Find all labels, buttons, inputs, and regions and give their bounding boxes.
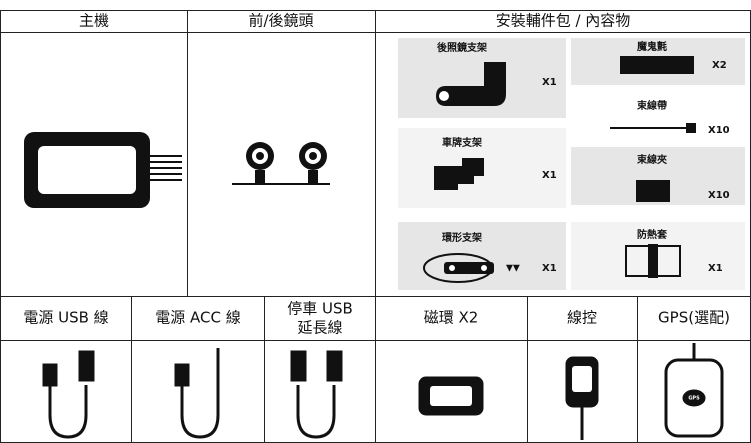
part-label: 電源 ACC 線 [155, 309, 240, 327]
accessory-label: 魔鬼氈 [637, 40, 667, 53]
accessory-qty: X1 [708, 263, 723, 274]
part-label: 線控 [567, 309, 597, 327]
accessory-qty: X1 [542, 263, 557, 274]
part-label: 磁環 X2 [424, 309, 479, 327]
accessory-label: 防熱套 [637, 228, 668, 241]
accessory-qty: X10 [708, 190, 730, 201]
accessory-qty: X1 [542, 77, 557, 88]
accessory-qty: X10 [708, 125, 730, 136]
part-label: 停車 USB [287, 300, 353, 318]
header-cell: 主機 [79, 12, 109, 30]
accessory-icons: ▼▼ [423, 56, 696, 283]
camera-icon [232, 142, 330, 185]
accessory-label: 後照鏡支架 [437, 41, 487, 54]
gps-icon-text: GPS [688, 396, 700, 402]
accessory-label: 束線帶 [637, 99, 667, 112]
accessory-qty: X1 [542, 170, 557, 181]
part-label: 電源 USB 線 [23, 309, 108, 327]
accessory-qty: X2 [712, 60, 727, 71]
accessory-boxes [398, 38, 745, 290]
header-cell: 前/後鏡頭 [248, 12, 313, 30]
accessory-label: 環形支架 [442, 231, 482, 244]
main-unit-icon [24, 132, 182, 208]
accessory-label: 車牌支架 [442, 136, 482, 149]
part-icons [42, 343, 724, 440]
icon-mark: ▼▼ [506, 264, 520, 274]
accessory-label: 束線夾 [637, 153, 667, 166]
header-cell: 安裝輔件包 / 內容物 [496, 12, 631, 30]
part-label: GPS(選配) [658, 309, 730, 327]
part-label: 延長線 [297, 319, 342, 337]
